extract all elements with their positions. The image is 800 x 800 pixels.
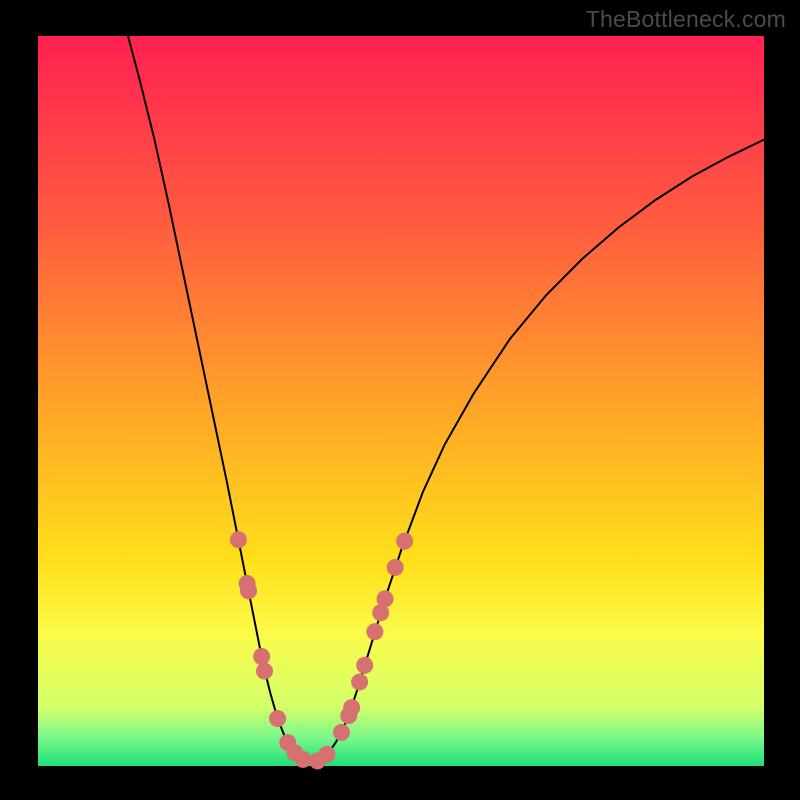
plot-gradient-area xyxy=(38,36,764,766)
watermark-text: TheBottleneck.com xyxy=(586,6,786,33)
